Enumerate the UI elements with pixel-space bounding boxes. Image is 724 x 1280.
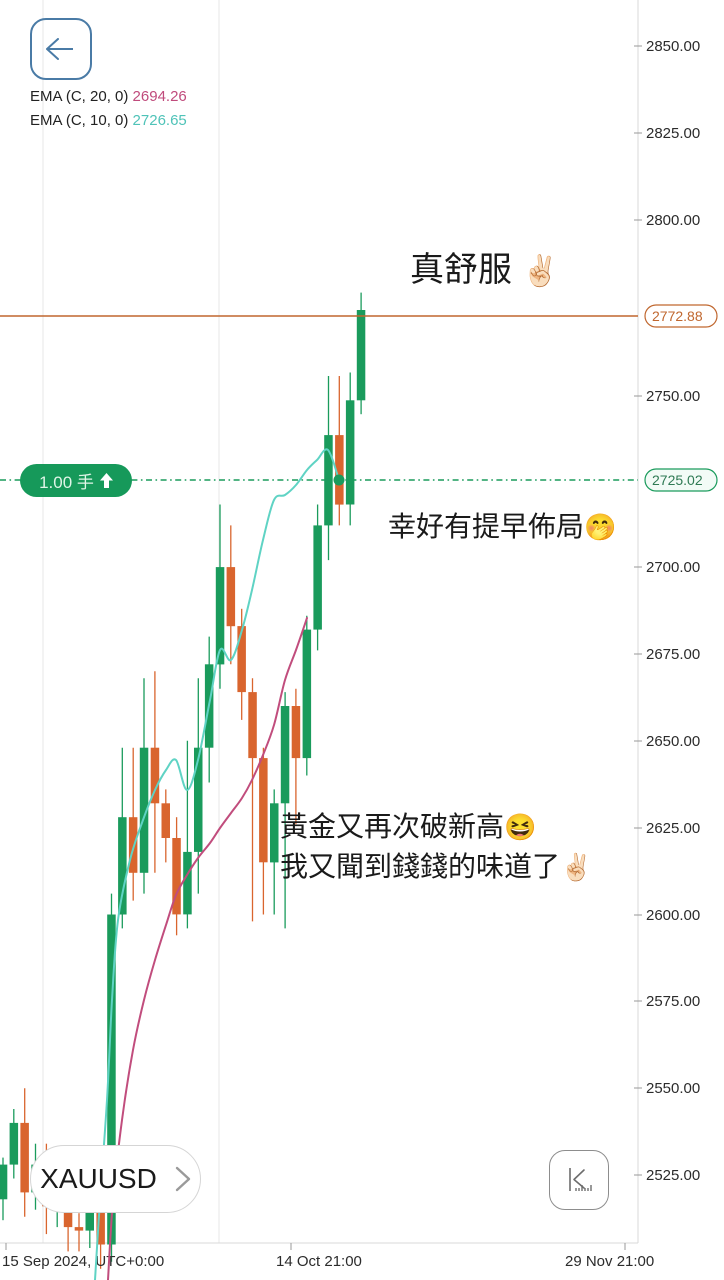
svg-text:2772.88: 2772.88 [652,308,703,324]
svg-text:2600.00: 2600.00 [646,907,700,924]
svg-text:29 Nov 21:00: 29 Nov 21:00 [565,1253,654,1270]
svg-text:2750.00: 2750.00 [646,388,700,405]
svg-text:15 Sep 2024, UTC+0:00: 15 Sep 2024, UTC+0:00 [2,1253,164,1270]
svg-text:2550.00: 2550.00 [646,1080,700,1097]
svg-text:2525.00: 2525.00 [646,1167,700,1184]
svg-text:14 Oct 21:00: 14 Oct 21:00 [276,1253,362,1270]
svg-text:2725.02: 2725.02 [652,472,703,488]
svg-text:2850.00: 2850.00 [646,38,700,55]
svg-text:2650.00: 2650.00 [646,733,700,750]
svg-text:2625.00: 2625.00 [646,820,700,837]
svg-text:2800.00: 2800.00 [646,212,700,229]
svg-text:2825.00: 2825.00 [646,125,700,142]
svg-text:2700.00: 2700.00 [646,559,700,576]
svg-text:2575.00: 2575.00 [646,993,700,1010]
svg-text:2675.00: 2675.00 [646,646,700,663]
